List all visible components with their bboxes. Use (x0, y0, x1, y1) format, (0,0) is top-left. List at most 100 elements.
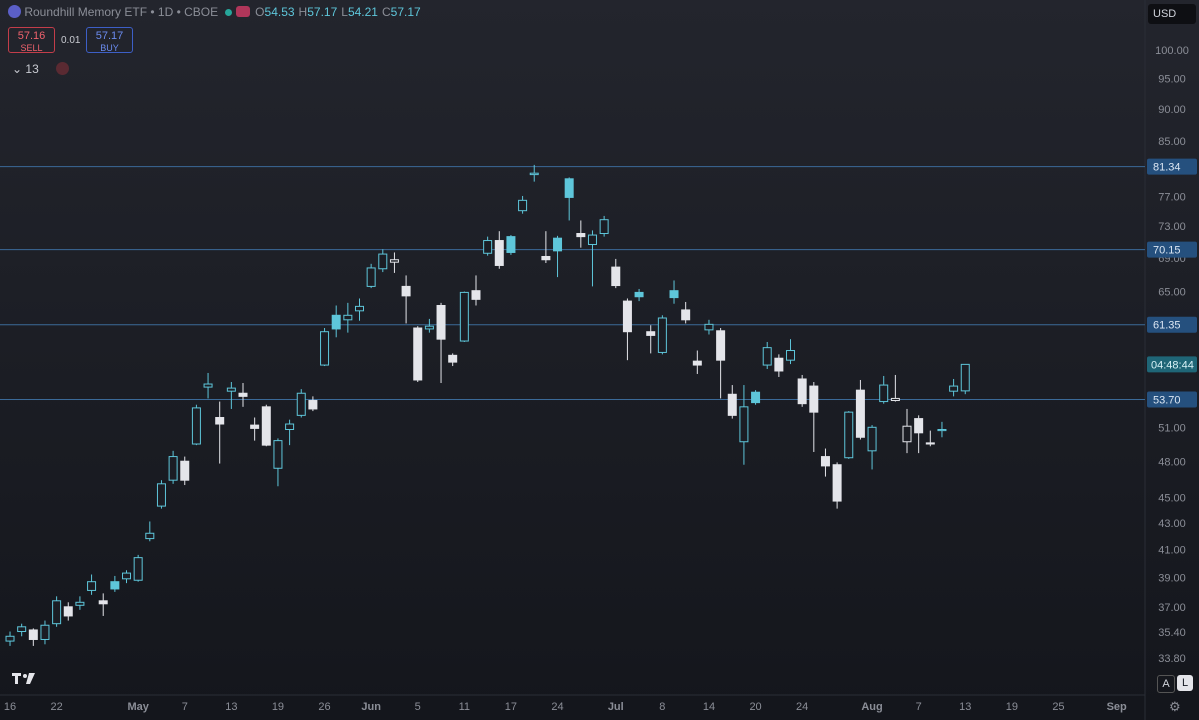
candle (762, 341, 772, 369)
error-icon (56, 62, 69, 75)
candle-body (156, 483, 166, 507)
x-tick-label: 13 (225, 701, 237, 713)
candle (960, 363, 970, 395)
candle-body (925, 442, 935, 445)
x-tick-label: 22 (50, 701, 62, 713)
candle (296, 389, 306, 418)
candle (611, 258, 621, 289)
candle (669, 280, 679, 304)
symbol: Roundhill Memory ETF • 1D • CBOE (24, 5, 219, 19)
settings-icon[interactable]: ⚙ (1169, 699, 1181, 714)
candle-body (739, 406, 749, 443)
candle (180, 456, 190, 486)
candle-body (529, 172, 539, 176)
auto-scale-button[interactable]: A (1157, 675, 1175, 693)
candle-body (378, 253, 388, 270)
x-tick-label: 20 (749, 701, 761, 713)
candle (902, 408, 912, 454)
candle-body (681, 309, 691, 321)
candle-body (145, 532, 155, 540)
candle (576, 220, 586, 248)
candle-body (902, 425, 912, 443)
y-tick-label: 85.00 (1158, 136, 1186, 148)
candle-body (797, 378, 807, 405)
alert-badge (235, 6, 250, 17)
y-tick-label: 39.00 (1158, 573, 1186, 585)
candle (401, 275, 411, 324)
x-tick-label: 14 (703, 701, 715, 713)
candle (226, 382, 236, 409)
candle (413, 326, 423, 383)
y-tick-label: 77.00 (1158, 191, 1186, 203)
candle (459, 291, 469, 342)
candle (145, 521, 155, 542)
candle (17, 623, 27, 637)
candle-body (413, 327, 423, 381)
price-line-label: 53.70 (1153, 394, 1181, 406)
candle (168, 450, 178, 484)
ohlc-key: O (255, 5, 265, 19)
candle-body (296, 392, 306, 416)
log-scale-button[interactable]: L (1177, 675, 1193, 691)
x-tick-label: 24 (551, 701, 563, 713)
candle (448, 353, 458, 367)
candle-body (494, 240, 504, 266)
candle (518, 195, 528, 214)
buy-button[interactable]: 57.17 BUY (86, 27, 133, 53)
candle-body (844, 411, 854, 459)
candle (28, 628, 38, 646)
candle-body (832, 464, 842, 502)
x-tick-label: 7 (916, 701, 922, 713)
currency-select[interactable]: USD (1148, 4, 1196, 24)
candle-body (657, 317, 667, 353)
x-tick-label: 13 (959, 701, 971, 713)
candle-body (191, 407, 201, 445)
candle (541, 231, 551, 264)
candle-body (110, 581, 120, 590)
price-line-label: 61.35 (1153, 320, 1181, 332)
symbol-icon (8, 5, 21, 18)
candle-body (436, 304, 446, 340)
candle (786, 339, 796, 365)
currency: USD (1153, 8, 1177, 20)
candle-body (63, 606, 73, 617)
y-tick-label: 73.00 (1158, 221, 1186, 233)
candle-body (634, 291, 644, 298)
candle (681, 301, 691, 324)
candle-body (285, 423, 295, 431)
y-tick-label: 45.00 (1158, 492, 1186, 504)
candle (494, 231, 504, 269)
x-tick-label: Jul (608, 701, 624, 713)
candle (98, 593, 108, 616)
x-tick-label: Sep (1107, 701, 1127, 713)
candle (122, 570, 132, 584)
price-line-label-box (1147, 241, 1197, 258)
candle-body (960, 363, 970, 392)
candle-body (331, 314, 341, 330)
candle (320, 328, 330, 367)
sell-button[interactable]: 57.16 SELL (8, 27, 55, 53)
candle-body (692, 360, 702, 366)
candle (949, 378, 959, 397)
candle (308, 396, 318, 412)
candle (5, 631, 15, 646)
ohlc-value: 54.21 (347, 5, 378, 19)
y-tick-label: 33.80 (1158, 653, 1186, 665)
price-line-label: 70.15 (1153, 245, 1181, 257)
candle (331, 305, 341, 338)
candle-body (168, 456, 178, 481)
candle-body (855, 389, 865, 438)
indicators-toggle[interactable]: ⌄ 13 (12, 62, 39, 76)
candle (797, 374, 807, 407)
candle (599, 215, 609, 237)
candle (250, 417, 260, 441)
candle (156, 480, 166, 509)
candle-body (716, 330, 726, 361)
candle (809, 382, 819, 452)
candle-body (820, 456, 830, 467)
y-tick-label: 35.40 (1158, 627, 1186, 639)
candle-body (273, 440, 283, 469)
candle-body (238, 392, 248, 397)
candle-body (28, 629, 38, 640)
candle-body (320, 331, 330, 366)
